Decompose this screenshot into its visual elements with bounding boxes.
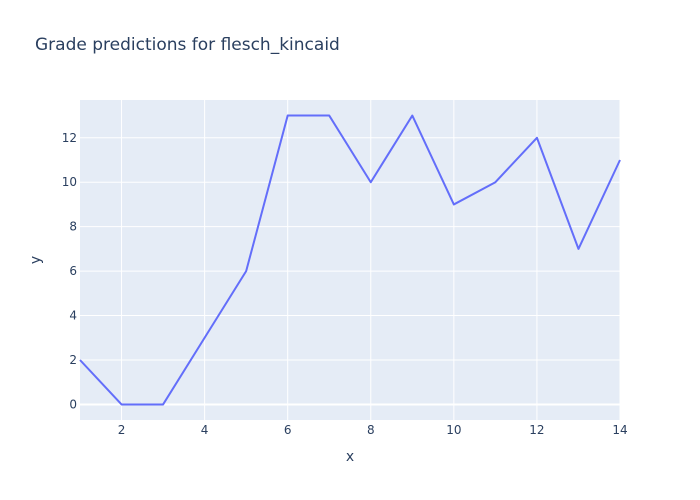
data-point (492, 179, 498, 185)
data-point (617, 157, 623, 163)
y-tick-label: 6 (69, 264, 77, 278)
plot-area (80, 100, 620, 420)
x-axis-title: x (346, 449, 354, 465)
data-point (119, 401, 125, 407)
y-axis-ticks: 0 2 4 6 8 10 12 (62, 131, 77, 412)
data-point (202, 335, 208, 341)
gridlines (80, 100, 621, 420)
series-line (79, 114, 621, 406)
y-tick-label: 0 (69, 397, 77, 411)
data-point (368, 179, 374, 185)
y-tick-label: 2 (69, 353, 77, 367)
data-point (575, 246, 581, 252)
chart-title: Grade predictions for flesch_kincaid (35, 35, 340, 55)
data-point (451, 201, 457, 207)
x-tick-label: 12 (529, 423, 544, 437)
y-tick-label: 8 (69, 220, 77, 234)
data-point (77, 357, 83, 363)
data-point (326, 113, 332, 119)
x-tick-label: 14 (612, 423, 627, 437)
x-tick-label: 4 (201, 423, 209, 437)
data-point (243, 268, 249, 274)
data-point (160, 401, 166, 407)
data-point (285, 113, 291, 119)
data-point (534, 135, 540, 141)
y-axis-title: y (28, 256, 44, 264)
x-tick-label: 6 (284, 423, 292, 437)
y-tick-label: 10 (62, 175, 77, 189)
data-point (409, 113, 415, 119)
y-tick-label: 12 (62, 131, 77, 145)
x-axis-ticks: 2 4 6 8 10 12 14 (118, 423, 628, 437)
x-tick-label: 2 (118, 423, 126, 437)
y-tick-label: 4 (69, 309, 77, 323)
x-tick-label: 10 (446, 423, 461, 437)
series-layer (77, 113, 623, 407)
x-tick-label: 8 (367, 423, 375, 437)
